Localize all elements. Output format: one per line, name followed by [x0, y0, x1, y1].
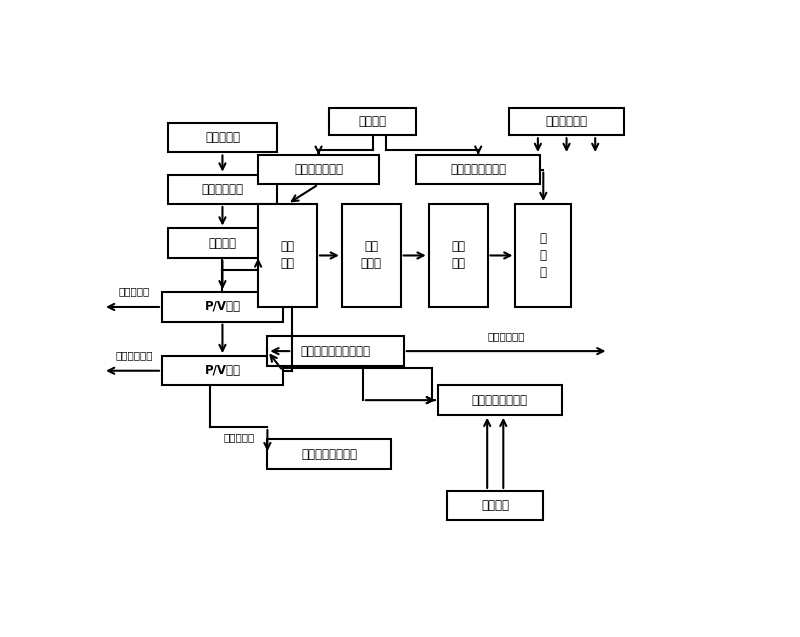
Text: 运行监控输出: 运行监控输出	[115, 350, 153, 360]
FancyBboxPatch shape	[162, 292, 283, 322]
FancyBboxPatch shape	[429, 204, 487, 307]
Text: 译码开关: 译码开关	[482, 499, 510, 512]
Text: 超速报警输出: 超速报警输出	[487, 331, 525, 341]
Text: 超速报警形成输出电路: 超速报警形成输出电路	[301, 345, 370, 357]
Text: P/V变换: P/V变换	[205, 301, 241, 313]
Text: 运算
成电路: 运算 成电路	[361, 241, 382, 271]
Text: 振荡电路: 振荡电路	[358, 115, 387, 128]
FancyBboxPatch shape	[416, 155, 540, 184]
FancyBboxPatch shape	[168, 229, 277, 258]
FancyBboxPatch shape	[258, 204, 317, 307]
Text: 超速报警设定电路: 超速报警设定电路	[472, 394, 528, 406]
FancyBboxPatch shape	[267, 336, 404, 366]
FancyBboxPatch shape	[342, 204, 401, 307]
FancyBboxPatch shape	[438, 385, 562, 415]
FancyBboxPatch shape	[515, 204, 571, 307]
Text: 运行监控设定电路: 运行监控设定电路	[302, 448, 358, 461]
FancyBboxPatch shape	[168, 175, 277, 204]
FancyBboxPatch shape	[330, 108, 416, 135]
Text: 反馈值输出: 反馈值输出	[118, 286, 150, 296]
Text: 显
示
器: 显 示 器	[540, 232, 547, 279]
Text: 锁存
电路: 锁存 电路	[451, 241, 465, 271]
Text: 计数
电路: 计数 电路	[281, 241, 294, 271]
Text: 信号处理电路: 信号处理电路	[202, 183, 243, 196]
FancyBboxPatch shape	[267, 440, 391, 469]
FancyBboxPatch shape	[168, 123, 277, 152]
Text: 电源供电系统: 电源供电系统	[546, 115, 587, 128]
Text: 时间门产生电路: 时间门产生电路	[294, 163, 343, 176]
Text: 反馈值输出: 反馈值输出	[223, 432, 254, 442]
Text: P/V变换: P/V变换	[205, 364, 241, 377]
Text: 位控信号形成电路: 位控信号形成电路	[450, 163, 506, 176]
Text: 电磁传感器: 电磁传感器	[205, 131, 240, 144]
Text: 整形电路: 整形电路	[209, 237, 237, 250]
FancyBboxPatch shape	[258, 155, 379, 184]
FancyBboxPatch shape	[510, 108, 624, 135]
FancyBboxPatch shape	[447, 491, 543, 520]
FancyBboxPatch shape	[162, 356, 283, 385]
